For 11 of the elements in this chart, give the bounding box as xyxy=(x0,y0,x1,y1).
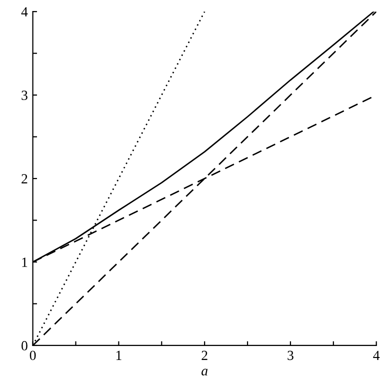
y-tick-label: 4 xyxy=(21,7,28,16)
x-tick-label: 0 xyxy=(30,350,36,360)
y-tick-label: 1 xyxy=(22,258,28,267)
y-tick-label: 2 xyxy=(22,174,28,184)
y-tick-label: 3 xyxy=(22,90,28,100)
x-tick-label: 4 xyxy=(373,350,380,360)
y-tick-label: 0 xyxy=(22,341,28,350)
x-tick-label: 2 xyxy=(202,350,208,360)
x-tick-label: 1 xyxy=(116,350,122,360)
x-axis-title: a xyxy=(202,368,208,376)
x-tick-label: 3 xyxy=(288,350,294,360)
